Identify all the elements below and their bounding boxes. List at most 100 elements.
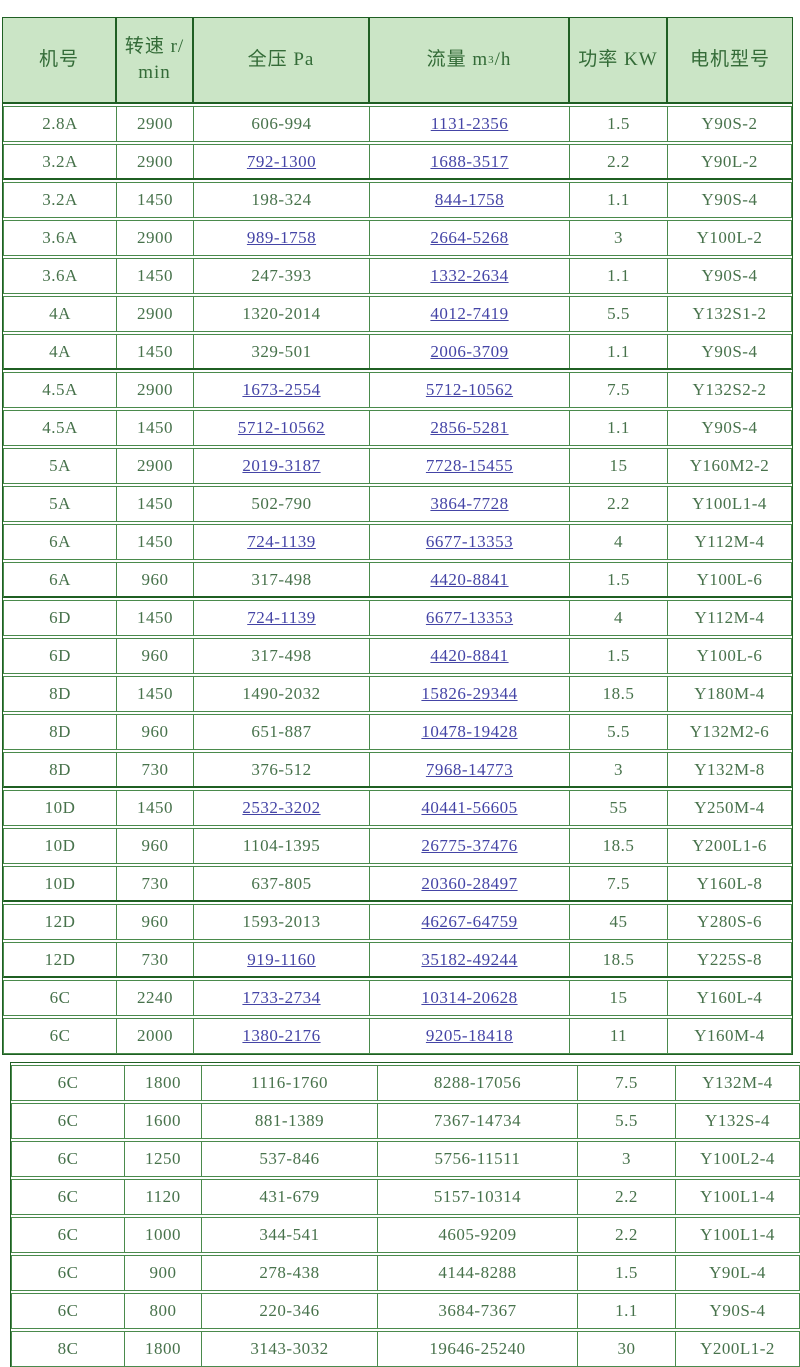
power-cell: 1.5 bbox=[569, 107, 667, 141]
pressure-link[interactable]: 724-1139 bbox=[247, 532, 316, 551]
table-row: 6C 900 278-438 4144-8288 1.5 Y90L-4 bbox=[11, 1255, 800, 1291]
table-row: 6C 800 220-346 3684-7367 1.1 Y90S-4 bbox=[11, 1293, 800, 1329]
machine-no-cell: 6C bbox=[57, 1111, 79, 1130]
flow-cell: 10314-20628 bbox=[369, 981, 569, 1015]
flow-link[interactable]: 7728-15455 bbox=[425, 456, 514, 475]
pressure-cell: 431-679 bbox=[201, 1180, 377, 1214]
speed-cell: 1800 bbox=[124, 1066, 201, 1100]
motor-model-cell: Y200L1-2 bbox=[675, 1332, 799, 1366]
pressure-link[interactable]: 2019-3187 bbox=[242, 456, 321, 475]
flow-cell: 9205-18418 bbox=[369, 1019, 569, 1053]
flow-link[interactable]: 4420-8841 bbox=[430, 646, 509, 665]
machine-no-cell: 3.2A bbox=[42, 190, 78, 209]
power-cell: 5.5 bbox=[569, 715, 667, 749]
flow-link[interactable]: 10314-20628 bbox=[421, 988, 518, 1007]
flow-link[interactable]: 6677-13353 bbox=[425, 608, 514, 627]
table-row: 12D 730 919-1160 35182-49244 18.5 Y225S-8 bbox=[3, 942, 792, 978]
motor-model-cell: Y100L2-4 bbox=[675, 1142, 799, 1176]
flow-link[interactable]: 2664-5268 bbox=[430, 228, 509, 247]
flow-cell: 4144-8288 bbox=[377, 1256, 577, 1290]
pressure-cell: 989-1758 bbox=[193, 221, 369, 255]
flow-link[interactable]: 35182-49244 bbox=[421, 949, 518, 969]
pressure-cell: 1593-2013 bbox=[193, 905, 369, 939]
table-row: 4A 1450 329-501 2006-3709 1.1 Y90S-4 bbox=[3, 334, 792, 370]
machine-no-cell: 6C bbox=[57, 1073, 79, 1092]
pressure-cell: 1320-2014 bbox=[193, 297, 369, 331]
pressure-cell: 376-512 bbox=[193, 753, 369, 786]
flow-cell: 5756-11511 bbox=[377, 1142, 577, 1176]
pressure-link[interactable]: 2532-3202 bbox=[242, 798, 321, 817]
machine-no-cell: 5A bbox=[49, 456, 71, 475]
flow-link[interactable]: 1688-3517 bbox=[430, 151, 509, 171]
pressure-link[interactable]: 792-1300 bbox=[246, 151, 317, 171]
flow-link[interactable]: 46267-64759 bbox=[421, 912, 518, 931]
pressure-cell: 344-541 bbox=[201, 1218, 377, 1252]
speed-cell: 900 bbox=[124, 1256, 201, 1290]
machine-no-cell: 6C bbox=[57, 1187, 79, 1206]
flow-link[interactable]: 3864-7728 bbox=[430, 494, 509, 513]
machine-no-cell: 10D bbox=[44, 873, 76, 893]
power-cell: 1.1 bbox=[569, 335, 667, 368]
flow-link[interactable]: 9205-18418 bbox=[425, 1026, 514, 1045]
flow-cell: 7728-15455 bbox=[369, 449, 569, 483]
speed-cell: 2900 bbox=[116, 297, 193, 331]
flow-link[interactable]: 26775-37476 bbox=[421, 836, 518, 855]
speed-cell: 1600 bbox=[124, 1104, 201, 1138]
flow-link[interactable]: 4012-7419 bbox=[430, 304, 509, 323]
pressure-link[interactable]: 1380-2176 bbox=[242, 1026, 321, 1045]
header-flow-superscript: 3 bbox=[488, 54, 495, 66]
flow-link[interactable]: 2856-5281 bbox=[430, 418, 509, 437]
header-flow-suffix: /h bbox=[494, 49, 512, 70]
machine-no-cell: 8C bbox=[57, 1339, 79, 1358]
motor-model-cell: Y132M-8 bbox=[667, 753, 791, 786]
flow-link[interactable]: 20360-28497 bbox=[421, 873, 518, 893]
motor-model-cell: Y90S-4 bbox=[667, 183, 791, 217]
pressure-cell: 278-438 bbox=[201, 1256, 377, 1290]
power-cell: 45 bbox=[569, 905, 667, 939]
pressure-link[interactable]: 5712-10562 bbox=[237, 418, 326, 437]
flow-link[interactable]: 1131-2356 bbox=[430, 114, 509, 133]
pressure-link[interactable]: 724-1139 bbox=[247, 608, 316, 627]
flow-link[interactable]: 4420-8841 bbox=[430, 569, 509, 589]
power-cell: 3 bbox=[569, 221, 667, 255]
flow-link[interactable]: 5712-10562 bbox=[425, 380, 514, 399]
flow-link[interactable]: 6677-13353 bbox=[425, 532, 514, 551]
table-row: 6A 960 317-498 4420-8841 1.5 Y100L-6 bbox=[3, 562, 792, 598]
flow-cell: 7367-14734 bbox=[377, 1104, 577, 1138]
machine-no-cell: 4.5A bbox=[42, 418, 78, 437]
pressure-link[interactable]: 1733-2734 bbox=[242, 988, 321, 1007]
motor-model-cell: Y100L1-4 bbox=[667, 487, 791, 521]
flow-link[interactable]: 2006-3709 bbox=[430, 341, 509, 361]
machine-no-cell: 6A bbox=[49, 532, 71, 551]
pressure-link[interactable]: 1673-2554 bbox=[242, 380, 321, 399]
flow-link[interactable]: 1332-2634 bbox=[430, 266, 509, 285]
motor-model-cell: Y90S-4 bbox=[667, 411, 791, 445]
flow-cell: 7968-14773 bbox=[369, 753, 569, 786]
motor-model-cell: Y132S-4 bbox=[675, 1104, 799, 1138]
speed-cell: 960 bbox=[116, 639, 193, 673]
motor-model-cell: Y100L1-4 bbox=[675, 1180, 799, 1214]
flow-link[interactable]: 7968-14773 bbox=[425, 759, 514, 779]
power-cell: 1.1 bbox=[569, 411, 667, 445]
flow-link[interactable]: 10478-19428 bbox=[421, 722, 518, 741]
flow-cell: 4420-8841 bbox=[369, 563, 569, 596]
flow-link[interactable]: 40441-56605 bbox=[421, 798, 518, 817]
pressure-cell: 317-498 bbox=[193, 639, 369, 673]
speed-cell: 2240 bbox=[116, 981, 193, 1015]
flow-link[interactable]: 15826-29344 bbox=[421, 684, 518, 703]
speed-cell: 2900 bbox=[116, 221, 193, 255]
speed-cell: 1450 bbox=[116, 335, 193, 368]
table-row: 6C 1250 537-846 5756-11511 3 Y100L2-4 bbox=[11, 1141, 800, 1177]
pressure-cell: 724-1139 bbox=[193, 525, 369, 559]
flow-cell: 46267-64759 bbox=[369, 905, 569, 939]
pressure-cell: 606-994 bbox=[193, 107, 369, 141]
machine-no-cell: 6D bbox=[49, 646, 71, 665]
power-cell: 2.2 bbox=[577, 1218, 675, 1252]
table-row: 6D 1450 724-1139 6677-13353 4 Y112M-4 bbox=[3, 600, 792, 636]
machine-no-cell: 6C bbox=[57, 1301, 79, 1320]
table-row: 6C 1120 431-679 5157-10314 2.2 Y100L1-4 bbox=[11, 1179, 800, 1215]
pressure-link[interactable]: 989-1758 bbox=[246, 228, 317, 247]
flow-link[interactable]: 844-1758 bbox=[434, 190, 505, 209]
header-motor-model: 电机型号 bbox=[666, 18, 792, 102]
pressure-link[interactable]: 919-1160 bbox=[247, 949, 316, 969]
